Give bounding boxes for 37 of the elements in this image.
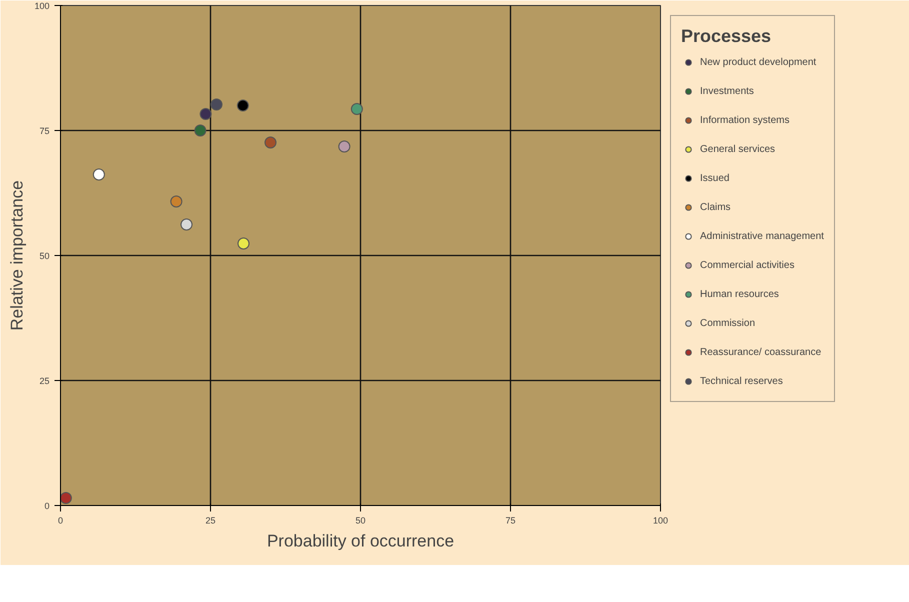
x-axis-title: Probability of occurrence — [266, 532, 454, 550]
legend-label: New product development — [700, 56, 816, 68]
legend-label: Administrative management — [700, 230, 824, 242]
x-tick-label: 25 — [205, 516, 216, 526]
x-tick-label: 75 — [505, 516, 516, 526]
point — [194, 124, 206, 136]
legend-label: Technical reserves — [700, 376, 783, 386]
point — [60, 492, 72, 504]
legend-label: Claims — [700, 202, 732, 212]
point — [238, 238, 250, 250]
y-tick-label: 75 — [39, 126, 50, 136]
point — [200, 108, 212, 120]
legend-label: Issued — [700, 172, 730, 184]
point — [236, 100, 249, 112]
legend-label: General services — [700, 144, 776, 154]
point — [350, 103, 363, 115]
x-tick-label: 50 — [355, 516, 366, 526]
x-tick-label: 100 — [652, 516, 668, 526]
point — [170, 196, 182, 208]
legend-title: Processes — [681, 26, 772, 47]
legend-label: Investments — [700, 86, 755, 96]
point — [92, 168, 105, 180]
y-tick-label: 25 — [39, 376, 50, 386]
y-tick-label: 100 — [34, 1, 50, 11]
x-tick-label: 0 — [58, 516, 64, 526]
y-tick-label: 50 — [39, 251, 50, 261]
point — [210, 98, 222, 110]
point — [180, 218, 192, 230]
legend-label: Commission — [700, 318, 756, 328]
legend-label: Reassurance/ coassurance — [700, 346, 822, 358]
y-tick-label: 0 — [44, 501, 50, 511]
legend-label: Commercial activities — [700, 260, 794, 270]
legend-label: Information systems — [700, 114, 790, 126]
y-axis-title: Relative importance — [7, 180, 26, 331]
point — [264, 136, 276, 148]
legend-label: Human resources — [700, 288, 779, 300]
point — [338, 140, 350, 152]
